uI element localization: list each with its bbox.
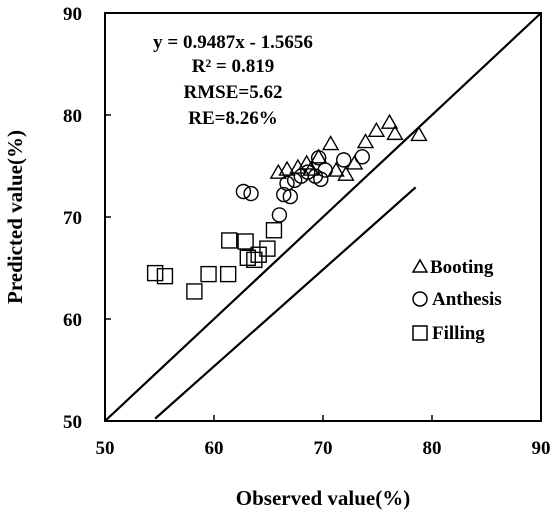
data-point-triangle [337, 165, 355, 181]
data-point-triangle [367, 121, 386, 138]
legend-label-booting: Booting [430, 257, 494, 278]
data-point-circle [310, 150, 327, 166]
x-tick-label: 60 [205, 438, 224, 459]
x-tick-label: 80 [423, 438, 442, 459]
r-squared-label: R² = 0.819 [192, 56, 275, 77]
data-point-square [156, 267, 174, 285]
data-point-square [200, 265, 217, 283]
data-point-circle [317, 162, 333, 178]
regression-equation: y = 0.9487x - 1.5656 [153, 32, 313, 53]
tick-group: 50 60 70 80 90 50 60 70 80 90 [63, 4, 551, 459]
data-point-circle [276, 186, 292, 203]
data-point-square [239, 249, 256, 267]
data-point-square [186, 283, 203, 300]
x-tick-label: 50 [96, 438, 115, 459]
legend: Booting Anthesis Filling [411, 257, 502, 344]
data-point-square [259, 240, 276, 257]
data-point-triangle [278, 160, 296, 176]
data-point-square [219, 265, 237, 283]
y-tick-label: 60 [63, 310, 82, 331]
data-point-triangle [410, 125, 428, 142]
data-point-circle [336, 152, 352, 168]
legend-square-icon [412, 325, 428, 341]
legend-circle-icon [412, 291, 428, 307]
y-tick-label: 80 [63, 106, 82, 127]
data-point-square [146, 264, 164, 282]
data-point-circle [279, 175, 295, 192]
data-point-circle [243, 185, 259, 202]
data-point-triangle [380, 113, 399, 129]
data-point-circle [313, 171, 329, 187]
series-booting [269, 113, 428, 181]
y-tick-label: 50 [63, 412, 82, 433]
data-point-square [221, 232, 238, 249]
regression-line-group [154, 186, 417, 420]
x-tick-label: 70 [314, 438, 333, 459]
legend-label-anthesis: Anthesis [432, 289, 502, 310]
data-point-square [265, 222, 283, 239]
data-point-square [246, 251, 263, 269]
data-point-square [250, 246, 267, 263]
data-point-circle [235, 183, 252, 200]
re-label: RE=8.26% [188, 108, 277, 129]
series-anthesis [235, 149, 370, 223]
data-point-triangle [386, 124, 404, 141]
one-to-one-line [104, 12, 542, 422]
data-point-triangle [309, 148, 328, 164]
data-points-group [146, 113, 428, 300]
y-tick-label: 70 [63, 208, 82, 229]
legend-label-filling: Filling [432, 323, 485, 344]
data-point-triangle [356, 133, 375, 149]
data-point-circle [354, 149, 370, 165]
data-point-triangle [321, 135, 340, 151]
series-filling [146, 222, 283, 300]
y-axis-label: Predicted value(%) [3, 130, 27, 304]
data-point-circle [271, 207, 288, 223]
data-point-triangle [289, 158, 307, 174]
legend-triangle-icon [411, 258, 429, 273]
data-point-circle [282, 188, 298, 205]
x-tick-label: 90 [532, 438, 551, 459]
y-tick-label: 90 [63, 4, 82, 25]
x-axis-label: Observed value(%) [236, 486, 410, 510]
data-point-square [237, 233, 254, 250]
regression-line [154, 186, 417, 420]
rmse-label: RMSE=5.62 [184, 82, 283, 103]
data-point-circle [300, 164, 316, 180]
reference-line-group [104, 12, 542, 422]
